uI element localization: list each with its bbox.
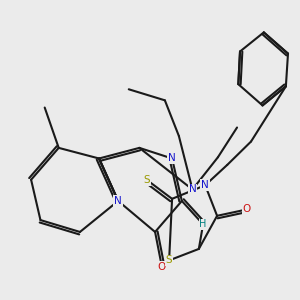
Text: N: N [189,184,196,194]
Text: S: S [166,255,172,266]
Text: O: O [158,262,166,272]
Text: N: N [114,196,122,206]
Text: N: N [201,180,209,190]
Text: H: H [200,219,207,229]
Text: S: S [143,175,150,185]
Text: N: N [168,154,176,164]
Text: O: O [243,204,251,214]
